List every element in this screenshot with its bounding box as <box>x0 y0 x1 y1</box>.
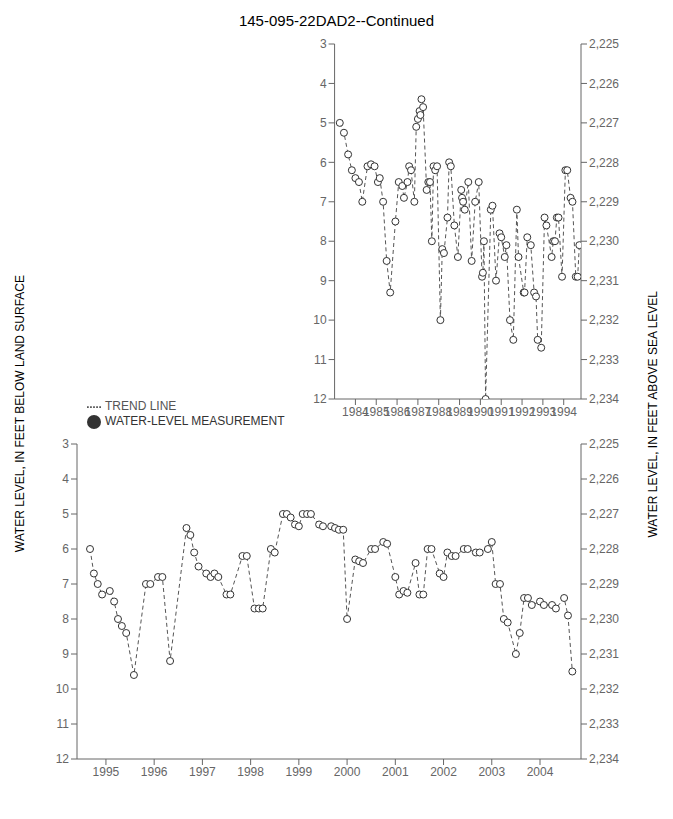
svg-text:2,227: 2,227 <box>589 116 619 130</box>
svg-text:8: 8 <box>320 234 327 248</box>
svg-text:2,231: 2,231 <box>589 274 619 288</box>
svg-text:9: 9 <box>62 647 69 661</box>
svg-text:3: 3 <box>320 37 327 51</box>
svg-text:10: 10 <box>313 313 327 327</box>
svg-text:2,228: 2,228 <box>589 156 619 170</box>
svg-text:1990: 1990 <box>467 404 494 419</box>
svg-text:2003: 2003 <box>478 765 505 779</box>
html-text:WATER LEVEL, IN FEET ABOVE SEA: WATER LEVEL, IN FEET ABOVE SEA LEVEL <box>646 290 660 538</box>
html-text:WATER-LEVEL MEASUREMENT: WATER-LEVEL MEASUREMENT <box>105 414 285 429</box>
svg-text:1992: 1992 <box>508 404 536 419</box>
svg-text:2,232: 2,232 <box>589 313 619 327</box>
svg-text:1996: 1996 <box>141 765 168 779</box>
svg-text:5: 5 <box>62 507 69 521</box>
svg-text:2,229: 2,229 <box>589 195 619 209</box>
svg-text:2,234: 2,234 <box>589 752 619 766</box>
svg-text:2,230: 2,230 <box>589 234 619 248</box>
svg-text:1993: 1993 <box>529 404 557 419</box>
svg-text:1998: 1998 <box>237 765 264 779</box>
svg-text:1986: 1986 <box>383 404 411 419</box>
svg-text:2,225: 2,225 <box>589 437 619 451</box>
svg-text:2001: 2001 <box>382 765 409 779</box>
svg-text:5: 5 <box>320 116 327 130</box>
svg-text:2,232: 2,232 <box>589 682 619 696</box>
svg-text:2,225: 2,225 <box>589 37 619 51</box>
svg-text:2,234: 2,234 <box>589 392 619 406</box>
svg-text:2,230: 2,230 <box>589 612 619 626</box>
svg-text:2,233: 2,233 <box>589 353 619 367</box>
svg-text:1984: 1984 <box>342 404 369 419</box>
svg-text:1989: 1989 <box>446 404 473 419</box>
svg-text:6: 6 <box>320 156 327 170</box>
svg-text:1985: 1985 <box>362 404 390 419</box>
svg-text:1995: 1995 <box>93 765 120 779</box>
svg-text:1997: 1997 <box>189 765 216 779</box>
svg-text:2004: 2004 <box>527 765 554 779</box>
svg-text:6: 6 <box>62 542 69 556</box>
svg-text:11: 11 <box>314 353 327 367</box>
svg-text:4: 4 <box>320 77 327 91</box>
svg-text:1987: 1987 <box>404 404 432 419</box>
svg-text:8: 8 <box>62 612 69 626</box>
html-text:TREND LINE: TREND LINE <box>105 399 177 414</box>
svg-text:2,229: 2,229 <box>589 577 619 591</box>
svg-text:2,226: 2,226 <box>589 472 619 486</box>
html-text:WATER LEVEL, IN FEET BELOW LAN: WATER LEVEL, IN FEET BELOW LAND SURFACE <box>13 275 27 553</box>
svg-text:1988: 1988 <box>425 404 453 419</box>
svg-text:1991: 1991 <box>487 404 515 419</box>
html-text:145-095-22DAD2--Continued: 145-095-22DAD2--Continued <box>238 12 435 29</box>
svg-text:1994: 1994 <box>550 405 577 419</box>
svg-text:2,231: 2,231 <box>589 647 619 661</box>
svg-text:2,233: 2,233 <box>589 717 619 731</box>
svg-text:2,226: 2,226 <box>589 77 619 91</box>
svg-text:9: 9 <box>320 274 327 288</box>
svg-text:10: 10 <box>56 682 70 696</box>
svg-text:7: 7 <box>62 577 69 591</box>
svg-text:11: 11 <box>57 717 70 731</box>
svg-text:3: 3 <box>62 437 69 451</box>
svg-text:2,228: 2,228 <box>589 542 619 556</box>
svg-text:7: 7 <box>320 195 327 209</box>
svg-text:12: 12 <box>313 392 327 406</box>
svg-text:1999: 1999 <box>286 765 313 779</box>
svg-text:2002: 2002 <box>430 765 457 779</box>
svg-text:12: 12 <box>56 752 70 766</box>
svg-text:2,227: 2,227 <box>589 507 619 521</box>
svg-text:2000: 2000 <box>334 765 361 779</box>
svg-text:4: 4 <box>62 472 69 486</box>
